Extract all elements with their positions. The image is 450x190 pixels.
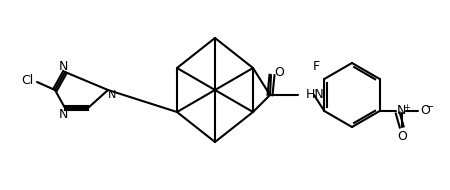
Text: N: N (108, 90, 116, 100)
Text: −: − (426, 102, 434, 112)
Text: N: N (58, 59, 68, 73)
Text: F: F (313, 60, 320, 74)
Text: O: O (420, 105, 430, 117)
Text: +: + (403, 102, 410, 112)
Text: N: N (397, 105, 406, 117)
Text: Cl: Cl (21, 74, 33, 86)
Text: N: N (58, 108, 68, 120)
Text: HN: HN (306, 89, 325, 101)
Text: O: O (274, 66, 284, 78)
Text: O: O (397, 131, 407, 143)
